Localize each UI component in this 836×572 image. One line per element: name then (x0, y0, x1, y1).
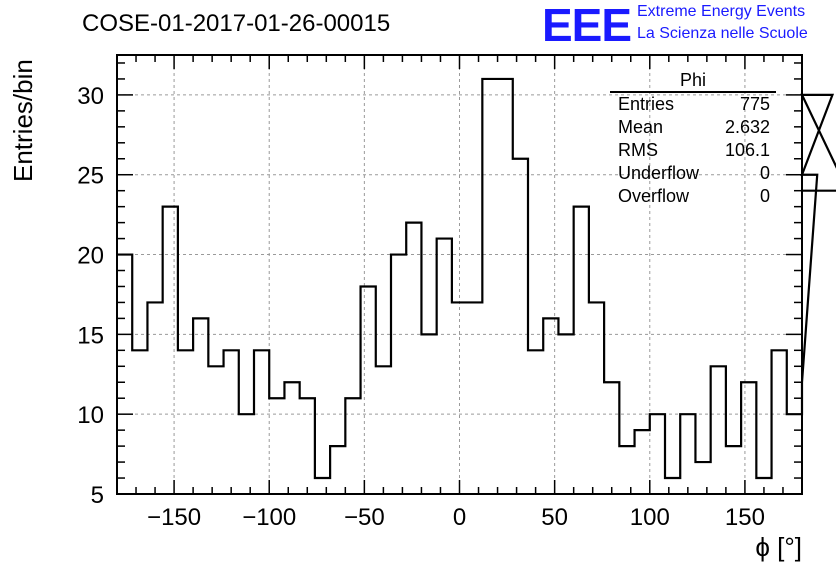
y-tick-label: 15 (77, 322, 104, 349)
histogram-bin (452, 302, 467, 494)
histogram-bin (254, 350, 269, 494)
y-tick-label: 5 (91, 482, 104, 509)
histogram-bin (695, 462, 710, 494)
stats-value: 0 (759, 186, 770, 206)
histogram-bin (741, 382, 756, 494)
histogram-bin (787, 414, 802, 494)
histogram-bin (772, 350, 787, 494)
y-tick-label: 10 (77, 402, 104, 429)
histogram-bin (224, 350, 239, 494)
histogram-outline (117, 77, 836, 480)
histogram-bin (589, 302, 604, 494)
stats-label: RMS (618, 140, 658, 160)
stats-label: Overflow (618, 186, 690, 206)
stats-row-entries: Entries 775 (610, 93, 776, 116)
stats-row-overflow: Overflow 0 (610, 185, 776, 208)
histogram-bin (391, 255, 406, 494)
stats-row-mean: Mean 2.632 (610, 116, 776, 139)
histogram-bin (528, 350, 543, 494)
histogram-bin (300, 398, 315, 494)
y-tick-label: 25 (77, 163, 104, 190)
x-axis: −150 −100 −50 0 50 100 150 (135, 480, 784, 531)
stats-row-underflow: Underflow 0 (610, 162, 776, 185)
histogram-bin (467, 302, 482, 494)
histogram-bin (680, 414, 695, 494)
y-axis: 5 10 15 20 25 30 (77, 62, 133, 509)
logo-text-line2: La Scienza nelle Scuole (637, 25, 808, 42)
histogram-bin (635, 430, 650, 494)
histogram-bin (163, 207, 178, 494)
histogram-bin (711, 366, 726, 494)
x-tick-label: −50 (344, 504, 385, 531)
top-axis-ticks (135, 55, 784, 69)
stats-title: Phi (610, 70, 776, 93)
histogram-bin (269, 398, 284, 494)
stats-label: Entries (618, 94, 675, 114)
histogram-bin (574, 207, 589, 494)
histogram-bin (376, 366, 391, 494)
y-axis-label: Entries/bin (8, 59, 38, 182)
eee-logo: EEE (542, 0, 632, 51)
histogram-bins (117, 77, 836, 494)
stats-value: 0 (759, 163, 770, 183)
stats-row-rms: RMS 106.1 (610, 139, 776, 162)
histogram-bin (239, 414, 254, 494)
histogram-bin (330, 446, 345, 494)
x-axis-label: ϕ [°] (755, 532, 802, 562)
x-tick-label: 100 (630, 504, 670, 531)
histogram-bin (726, 446, 741, 494)
stats-value: 106.1 (724, 140, 770, 160)
histogram-bin (665, 478, 680, 494)
histogram-bin (513, 159, 528, 494)
histogram-bin (284, 382, 299, 494)
histogram-bin (650, 414, 665, 494)
histogram-bin (345, 398, 360, 494)
histogram-bin (208, 366, 223, 494)
x-tick-label: 50 (541, 504, 568, 531)
histogram-bin (147, 302, 162, 494)
stats-box: Phi Entries 775 Mean 2.632 RMS 106.1 Und… (610, 70, 776, 208)
histogram-bin (117, 255, 132, 494)
x-tick-label: −100 (242, 504, 296, 531)
x-tick-label: −150 (147, 504, 201, 531)
histogram-bin (406, 223, 421, 494)
right-axis-ticks (786, 62, 802, 479)
stats-value: 2.632 (724, 117, 770, 137)
histogram-bin (178, 350, 193, 494)
histogram-bin (558, 334, 573, 494)
histogram-bin (421, 334, 436, 494)
histogram-bin (543, 318, 558, 494)
histogram-bin (361, 286, 376, 494)
stats-label: Underflow (618, 163, 700, 183)
logo-text-line1: Extreme Energy Events (637, 3, 806, 20)
stats-label: Mean (618, 117, 664, 137)
histogram-bin (482, 79, 497, 494)
histogram-bin (193, 318, 208, 494)
histogram-bin (132, 350, 147, 494)
histogram-bin (498, 79, 513, 494)
histogram-bin (604, 382, 619, 494)
x-tick-label: 0 (453, 504, 466, 531)
y-tick-label: 30 (77, 83, 104, 110)
histogram-bin (437, 239, 452, 494)
histogram-bin (315, 478, 330, 494)
chart-title: COSE-01-2017-01-26-00015 (82, 10, 391, 37)
histogram-bin (619, 446, 634, 494)
x-tick-label: 150 (725, 504, 765, 531)
y-tick-label: 20 (77, 243, 104, 270)
stats-value: 775 (739, 94, 770, 114)
